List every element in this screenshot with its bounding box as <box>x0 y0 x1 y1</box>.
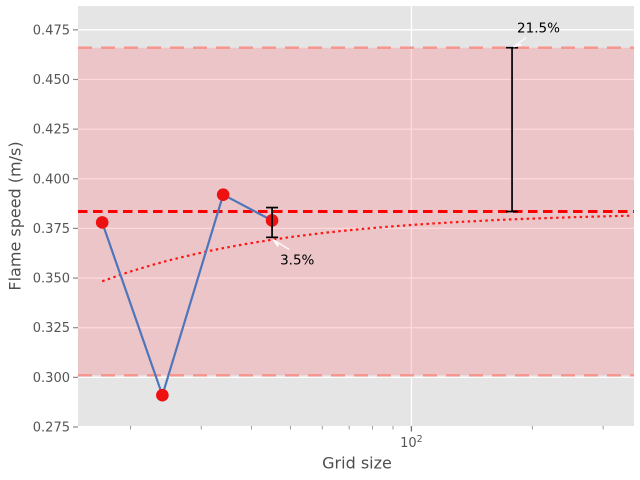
annotation-label: 21.5% <box>517 21 560 37</box>
y-tick-label: 0.475 <box>33 23 70 38</box>
annotation-arrow <box>513 37 527 48</box>
annotation-arrowhead <box>513 43 521 48</box>
y-tick-label: 0.450 <box>33 73 70 88</box>
annotation-label: 3.5% <box>280 252 314 268</box>
y-axis-label: Flame speed (m/s) <box>5 141 25 291</box>
y-tick-label: 0.375 <box>33 222 70 237</box>
data-point-marker <box>216 188 230 201</box>
y-tick-label: 0.425 <box>33 123 70 138</box>
y-tick-label: 0.275 <box>33 420 70 435</box>
x-axis-label: Grid size <box>322 453 392 473</box>
plot-area <box>78 6 634 426</box>
y-tick-label: 0.400 <box>33 172 70 187</box>
x-tick-label: 102 <box>400 434 423 451</box>
y-tick-label: 0.300 <box>33 371 70 386</box>
annotation-arrowhead <box>273 239 280 246</box>
y-tick-label: 0.325 <box>33 321 70 336</box>
data-point-marker <box>156 388 169 402</box>
data-point-marker <box>95 216 109 229</box>
flame-speed-vs-grid-size-line <box>101 193 273 397</box>
y-tick-label: 0.350 <box>33 272 70 287</box>
annotation-arrow <box>273 239 290 250</box>
